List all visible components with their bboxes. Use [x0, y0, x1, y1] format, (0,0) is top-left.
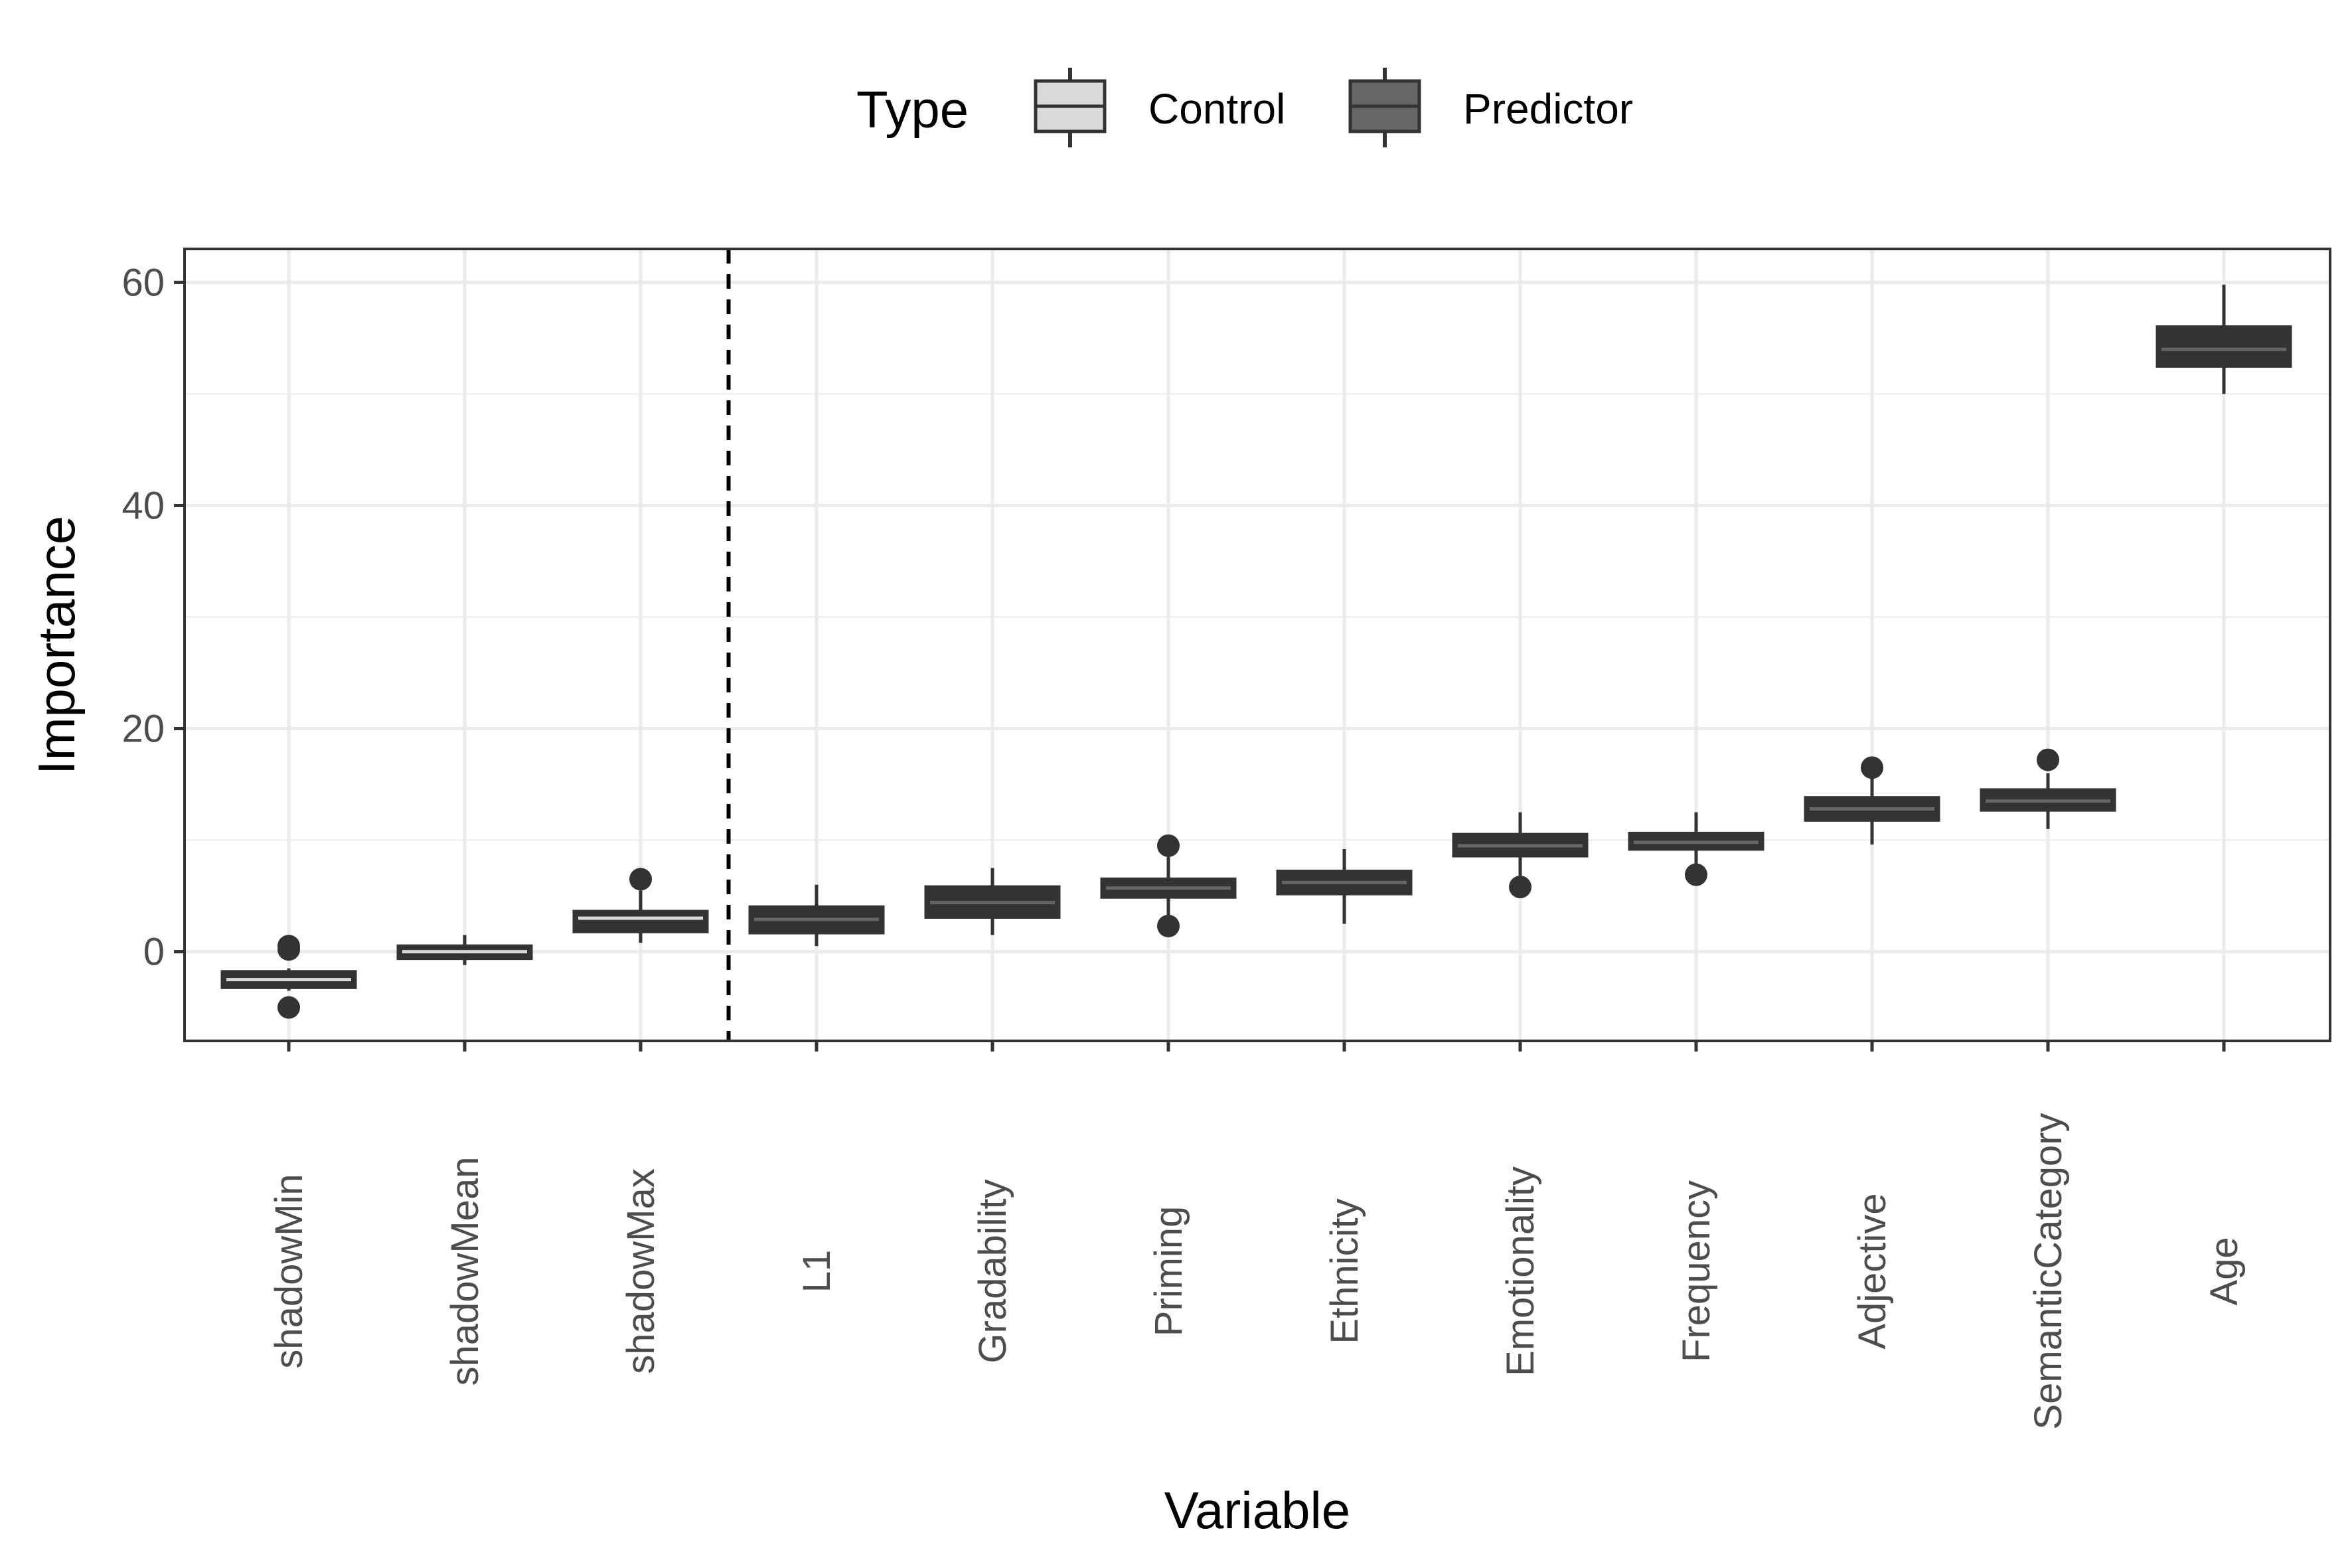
- outlier-point: [1861, 756, 1883, 779]
- box-shadow-max: [572, 868, 709, 943]
- plot-panel-border: [183, 248, 2331, 1042]
- plot-panel-background: [185, 249, 2330, 1041]
- legend-title: Type: [856, 80, 969, 139]
- legend: Type Control Predictor: [856, 68, 1633, 147]
- minor-gridlines: [185, 392, 2330, 842]
- y-axis: 0 20 40 60: [121, 261, 185, 974]
- outlier-point: [277, 938, 300, 961]
- outlier-point: [629, 868, 652, 891]
- box-adjective: [1804, 756, 1940, 845]
- outlier-point: [2037, 748, 2059, 771]
- box-shadow-min: [220, 935, 357, 1019]
- x-axis: shadowMin shadowMean shadowMax L1 Gradabilit…: [268, 1041, 2246, 1430]
- box-l1: [748, 884, 885, 947]
- box-ethnicity: [1276, 848, 1413, 924]
- box-body: [2156, 325, 2292, 368]
- outlier-point: [1157, 914, 1180, 937]
- x-tick-label: Emotionality: [1499, 1166, 1542, 1376]
- box-shadow-mean: [396, 935, 533, 965]
- box-body: [572, 909, 709, 933]
- x-tick-label: L1: [795, 1250, 838, 1293]
- y-tick-label: 60: [121, 261, 165, 304]
- outlier-point: [277, 996, 300, 1019]
- x-tick-label: shadowMax: [619, 1168, 663, 1373]
- legend-item-predictor: Predictor: [1348, 68, 1633, 147]
- outlier-point: [1685, 863, 1707, 886]
- x-tick-label: Age: [2203, 1237, 2246, 1305]
- legend-item-control: Control: [1034, 68, 1285, 147]
- y-axis-title: Importance: [27, 516, 86, 775]
- box-age: [2156, 284, 2292, 394]
- y-tick-label: 40: [121, 484, 165, 527]
- y-tick-label: 0: [143, 931, 165, 974]
- outlier-point: [1509, 876, 1531, 899]
- box-frequency: [1628, 812, 1764, 886]
- x-tick-label: Ethnicity: [1323, 1198, 1366, 1344]
- x-tick-label: Gradability: [971, 1179, 1014, 1363]
- x-tick-label: shadowMean: [443, 1157, 487, 1386]
- x-tick-label: Priming: [1147, 1206, 1190, 1337]
- outlier-point: [1157, 834, 1180, 857]
- box-semantic-category: [1980, 748, 2116, 829]
- boxplot-series: [220, 284, 2292, 1019]
- legend-label-control: Control: [1148, 85, 1285, 133]
- x-tick-label: SemanticCategory: [2027, 1113, 2070, 1429]
- x-tick-label: shadowMin: [268, 1174, 311, 1368]
- box-priming: [1100, 834, 1237, 937]
- x-axis-title: Variable: [1164, 1481, 1350, 1539]
- x-tick-label: Adjective: [1851, 1193, 1894, 1349]
- box-emotionality: [1452, 812, 1589, 899]
- y-tick-label: 20: [121, 708, 165, 751]
- major-gridlines: [185, 249, 2330, 1041]
- box-gradability: [924, 868, 1061, 935]
- legend-label-predictor: Predictor: [1463, 85, 1633, 133]
- x-tick-label: Frequency: [1675, 1180, 1718, 1362]
